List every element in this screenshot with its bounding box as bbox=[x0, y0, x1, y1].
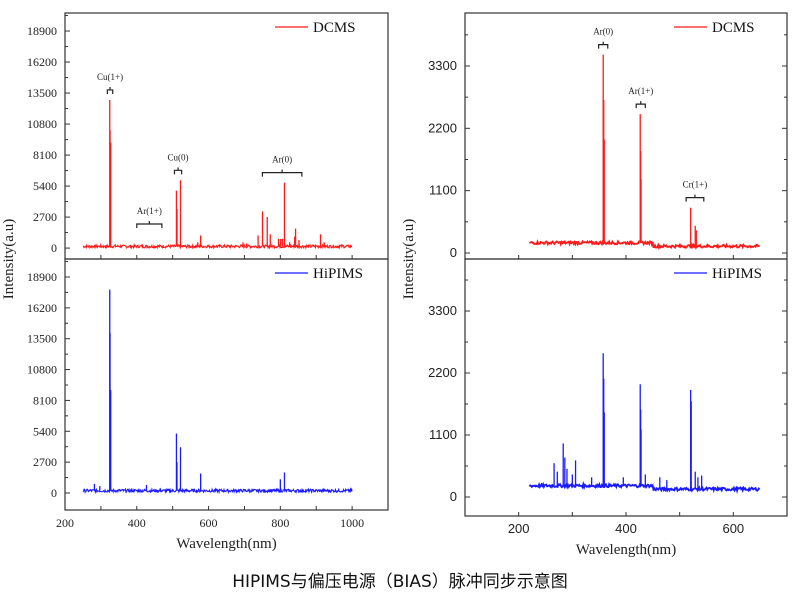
y-tick-label: 0 bbox=[450, 489, 457, 504]
panel-right-bottom: 0 1100 2200 3300 200 400 600 Wavelength(nm) HiPI… bbox=[428, 258, 788, 558]
y-tick-label: 16200 bbox=[27, 301, 57, 315]
x-tick-label: 600 bbox=[200, 516, 218, 530]
x-tick-label: 800 bbox=[271, 516, 289, 530]
annotation-bracket bbox=[106, 86, 114, 94]
panel-left-bottom: 0 2700 5400 8100 10800 13500 16200 18900 200 400 6… bbox=[27, 258, 389, 552]
annotation-bracket bbox=[136, 221, 163, 228]
y-tick-label: 13500 bbox=[27, 86, 57, 100]
y-tick-label: 3300 bbox=[428, 58, 457, 73]
y-tick-label: 2700 bbox=[33, 210, 57, 224]
annotation-label: Ar(1+) bbox=[628, 86, 653, 96]
y-tick-label: 1100 bbox=[429, 183, 457, 198]
y-tick-label: 18900 bbox=[27, 270, 57, 284]
series-baseline-DCMS bbox=[82, 242, 353, 250]
plot-frame bbox=[464, 258, 788, 517]
figure-caption: HIPIMS与偏压电源（BIAS）脉冲同步示意图 bbox=[232, 572, 568, 592]
plot-frame bbox=[464, 12, 788, 260]
y-tick-label: 10800 bbox=[27, 117, 57, 131]
y-tick-label: 5400 bbox=[33, 179, 57, 193]
annotation-label: Ar(0) bbox=[593, 27, 613, 37]
annotation-bracket bbox=[635, 101, 646, 109]
y-tick-label: 0 bbox=[51, 486, 57, 500]
y-tick-label: 10800 bbox=[27, 363, 57, 377]
series-baseline-HiPIMS bbox=[82, 487, 353, 495]
plot-frame bbox=[64, 258, 389, 511]
annotation-bracket bbox=[261, 169, 303, 177]
y-tick-label: 0 bbox=[51, 241, 57, 255]
annotation-label: Cr(1+) bbox=[683, 180, 708, 190]
y-axis-label: Intensity(a.u) bbox=[401, 219, 417, 299]
y-tick-label: 8100 bbox=[33, 148, 57, 162]
y-axis-label: Intensity(a.u) bbox=[1, 219, 17, 299]
panel-right-top: 0 1100 2200 3300 Intensity(a.u) Ar(0) Ar(1+) Cr… bbox=[401, 12, 788, 299]
y-tick-label: 18900 bbox=[27, 24, 57, 38]
legend-label: DCMS bbox=[712, 20, 755, 36]
annotation-bracket bbox=[173, 167, 183, 175]
legend-label: HiPIMS bbox=[712, 266, 762, 282]
y-tick-label: 2700 bbox=[33, 455, 57, 469]
y-tick-label: 5400 bbox=[33, 424, 57, 438]
annotation-bracket bbox=[685, 194, 705, 202]
y-tick-label: 0 bbox=[450, 245, 457, 260]
plot-frame bbox=[64, 12, 389, 260]
annotation-label: Cu(0) bbox=[168, 152, 189, 162]
annotation-label: Cu(1+) bbox=[97, 72, 123, 82]
legend-label: DCMS bbox=[313, 20, 356, 36]
series-baseline-HiPIMS bbox=[528, 480, 761, 495]
y-tick-label: 8100 bbox=[33, 393, 57, 407]
y-tick-label: 2200 bbox=[428, 120, 457, 135]
x-axis-label: Wavelength(nm) bbox=[176, 536, 276, 552]
x-tick-label: 400 bbox=[128, 516, 146, 530]
x-tick-label: 200 bbox=[508, 521, 530, 536]
y-tick-label: 2200 bbox=[428, 365, 457, 380]
annotation-bracket bbox=[598, 41, 609, 49]
x-tick-label: 1000 bbox=[340, 516, 364, 530]
x-tick-label: 200 bbox=[56, 516, 74, 530]
y-tick-label: 1100 bbox=[429, 427, 457, 442]
y-tick-label: 16200 bbox=[27, 55, 57, 69]
legend-label: HiPIMS bbox=[313, 266, 363, 282]
x-tick-label: 600 bbox=[722, 521, 744, 536]
annotation-label: Ar(0) bbox=[272, 155, 292, 165]
x-axis-label: Wavelength(nm) bbox=[576, 542, 676, 558]
y-tick-label: 13500 bbox=[27, 332, 57, 346]
y-tick-label: 3300 bbox=[428, 303, 457, 318]
series-baseline-DCMS bbox=[528, 239, 761, 251]
panel-left-top: 0 2700 5400 8100 10800 13500 16200 18900 Intensi… bbox=[1, 12, 389, 299]
annotation-label: Ar(1+) bbox=[137, 206, 162, 216]
x-tick-label: 400 bbox=[615, 521, 637, 536]
